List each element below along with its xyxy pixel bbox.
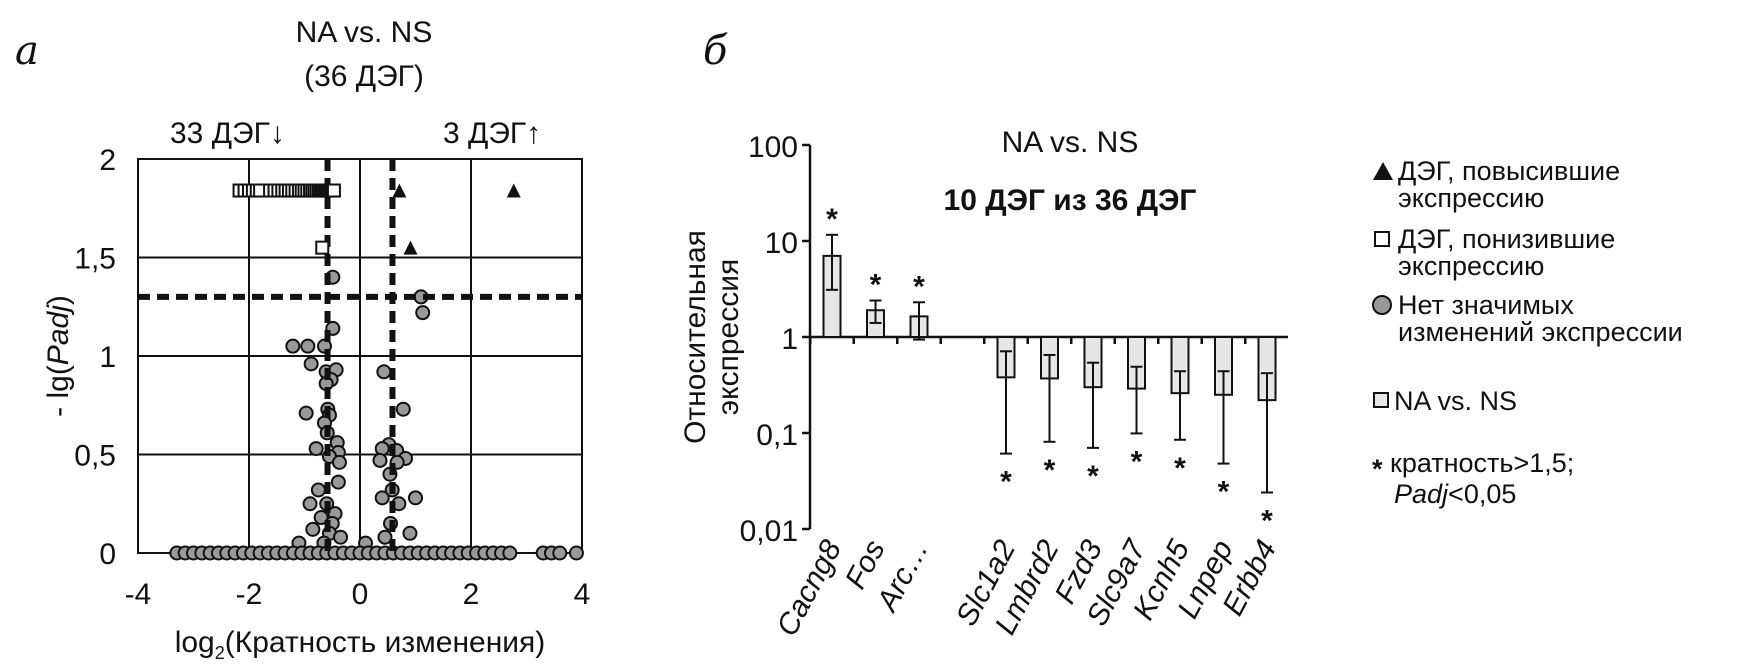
legend-down-line2: экспрессию (1398, 251, 1544, 281)
circle-marker-icon (1372, 295, 1392, 315)
volcano-title: NA vs. NS (296, 16, 433, 49)
legend-ns-line1: Нет значимых (1398, 290, 1574, 320)
significance-asterisk: * (1131, 445, 1143, 478)
legend-up-line1: ДЭГ, повысившие (1398, 156, 1620, 186)
down-deg-point (326, 183, 341, 198)
ns-point (395, 401, 411, 417)
significance-asterisk: * (1261, 504, 1273, 537)
up-deg-point (403, 240, 418, 255)
ylabel-prefix: - lg( (42, 365, 75, 417)
ns-point (310, 482, 326, 498)
volcano-subtitle: (36 ДЭГ) (304, 60, 424, 93)
y-tick-label: 0,01 (740, 515, 798, 548)
legend-star-line2: Padj<0,05 (1394, 479, 1516, 509)
ns-point (298, 405, 314, 421)
x-tick-label: 4 (574, 578, 591, 611)
ns-point (415, 305, 431, 321)
ns-point (331, 454, 347, 470)
legend-series-label: NA vs. NS (1394, 386, 1517, 416)
ns-point (372, 452, 388, 468)
xlabel-subscript: 2 (215, 643, 225, 663)
ns-point (377, 529, 393, 545)
up-deg-point (392, 183, 407, 198)
x-tick-label: -4 (125, 578, 152, 611)
legend: ДЭГ, повысившие экспрессию ДЭГ, понизивш… (1372, 156, 1683, 509)
legend-up-line2: экспрессию (1398, 183, 1544, 213)
triangle-marker-icon (1373, 162, 1393, 180)
ns-point (285, 338, 301, 354)
y-tick-label: 1,5 (74, 243, 116, 276)
ns-point (333, 529, 349, 545)
significance-asterisk: * (1000, 466, 1012, 499)
y-tick-label: 0 (99, 538, 116, 571)
ns-point (303, 356, 319, 372)
y-tick-label: 1 (781, 323, 798, 356)
legend-star-line1: кратность>1,5; (1390, 448, 1574, 478)
ns-point (308, 441, 324, 457)
square-marker-icon (1374, 231, 1390, 247)
y-tick-label: 0,1 (756, 419, 798, 452)
volcano-ylabel: - lg(Padj) (42, 295, 75, 417)
ns-point (305, 521, 321, 537)
y-tick-label: 2 (99, 144, 116, 177)
legend-down-line1: ДЭГ, понизившие (1398, 224, 1615, 254)
x-tick-label: -2 (236, 578, 263, 611)
bar-ylabel-line2: экспрессия (712, 259, 745, 415)
ns-point (376, 364, 392, 380)
down-deg-point (315, 240, 330, 255)
xlabel-rest: (Кратность изменения) (225, 626, 546, 659)
padj-rest: <0,05 (1448, 479, 1516, 509)
significance-asterisk: * (1174, 452, 1186, 485)
bar-subtitle: 10 ДЭГ из 36 ДЭГ (944, 184, 1197, 217)
legend-ns-line2: изменений экспрессии (1398, 317, 1683, 347)
y-tick-label: 0,5 (74, 440, 116, 473)
y-tick-label: 1 (99, 341, 116, 374)
ns-point (374, 490, 390, 506)
panel-a-letter: а (15, 28, 39, 74)
significance-asterisk: * (826, 203, 838, 236)
x-tick-label: 0 (352, 578, 369, 611)
ns-point (552, 545, 568, 561)
volcano-plot: -4 -2 0 2 4 0 0,5 1 1,5 2 (74, 144, 590, 611)
significance-asterisk: * (1044, 454, 1056, 487)
y-tick-label: 10 (765, 227, 798, 260)
ylabel-suffix: ) (42, 295, 75, 305)
up-count-label: 3 ДЭГ↑ (443, 117, 541, 150)
bar-title: NA vs. NS (1002, 126, 1139, 159)
ns-point (402, 525, 418, 541)
ylabel-italic: Padj (42, 304, 75, 365)
ns-point (408, 490, 423, 506)
bar-series-swatch-icon (1373, 392, 1389, 408)
significance-asterisk: * (913, 270, 925, 303)
ns-point (300, 338, 316, 354)
panel-b-letter: б (703, 28, 728, 74)
y-tick-label: 100 (748, 131, 798, 164)
significance-asterisk: * (1087, 460, 1099, 493)
x-tick-label: 2 (463, 578, 480, 611)
xlabel-prefix: log (175, 626, 215, 659)
ns-point (374, 441, 390, 457)
ns-point (330, 474, 346, 490)
padj-italic: Padj (1394, 479, 1449, 509)
volcano-xlabel: log2(Кратность изменения) (175, 626, 546, 663)
significance-asterisk: * (1218, 476, 1230, 509)
ns-point (502, 545, 518, 561)
ns-point (568, 545, 584, 561)
bar-ylabel-line1: Относительная (679, 230, 712, 444)
asterisk-icon: * (1372, 454, 1383, 484)
down-count-label: 33 ДЭГ↓ (170, 117, 285, 150)
ns-point (302, 496, 318, 512)
significance-asterisk: * (870, 268, 882, 301)
category-label: Cacng8 (770, 535, 848, 642)
up-deg-point (506, 183, 521, 198)
